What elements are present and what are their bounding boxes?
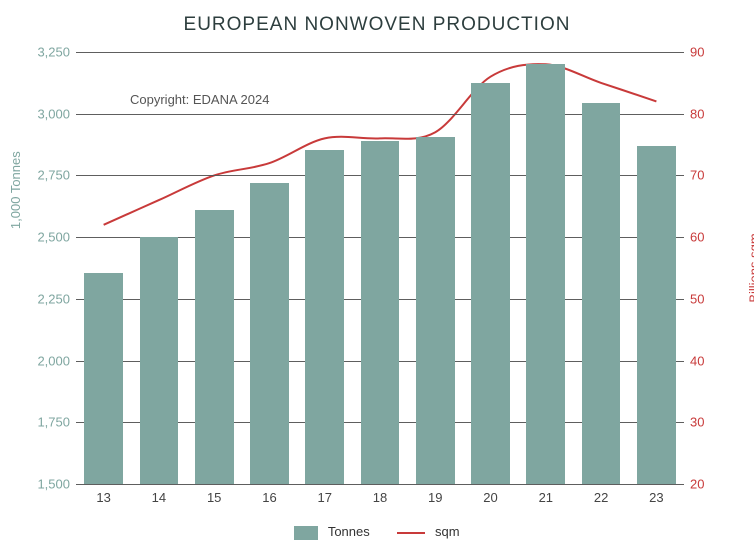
bar <box>250 183 289 484</box>
xtick: 15 <box>207 490 221 505</box>
ytick-left: 2,500 <box>10 230 70 245</box>
ytick-left: 2,000 <box>10 353 70 368</box>
xtick: 13 <box>96 490 110 505</box>
xtick: 19 <box>428 490 442 505</box>
ytick-right: 30 <box>690 415 730 430</box>
bar <box>526 64 565 484</box>
xtick: 21 <box>539 490 553 505</box>
bar <box>637 146 676 484</box>
legend-label-bars: Tonnes <box>328 524 370 539</box>
ytick-left: 1,750 <box>10 415 70 430</box>
y-axis-right-title: Billions sqm <box>746 233 754 302</box>
ytick-right: 80 <box>690 106 730 121</box>
xtick: 16 <box>262 490 276 505</box>
xtick: 20 <box>483 490 497 505</box>
ytick-right: 50 <box>690 291 730 306</box>
y-axis-left-title: 1,000 Tonnes <box>8 151 23 229</box>
legend-label-line: sqm <box>435 524 460 539</box>
legend-swatch-line-icon <box>397 532 425 534</box>
ytick-right: 60 <box>690 230 730 245</box>
xtick: 18 <box>373 490 387 505</box>
bar <box>195 210 234 484</box>
gridline <box>76 52 684 53</box>
bar <box>140 237 179 484</box>
xtick: 17 <box>317 490 331 505</box>
ytick-left: 2,750 <box>10 168 70 183</box>
bar <box>471 83 510 484</box>
ytick-right: 20 <box>690 477 730 492</box>
legend-swatch-bar-icon <box>294 526 318 540</box>
legend: Tonnes sqm <box>0 524 754 540</box>
ytick-left: 3,250 <box>10 45 70 60</box>
ytick-left: 1,500 <box>10 477 70 492</box>
bar <box>582 103 621 484</box>
xtick: 22 <box>594 490 608 505</box>
ytick-left: 3,000 <box>10 106 70 121</box>
chart-container: EUROPEAN NONWOVEN PRODUCTION Copyright: … <box>0 0 754 546</box>
ytick-right: 70 <box>690 168 730 183</box>
bar <box>84 273 123 484</box>
xtick: 23 <box>649 490 663 505</box>
plot-area <box>76 52 684 484</box>
ytick-right: 90 <box>690 45 730 60</box>
bar <box>416 137 455 484</box>
ytick-left: 2,250 <box>10 291 70 306</box>
chart-title: EUROPEAN NONWOVEN PRODUCTION <box>0 14 754 36</box>
bar <box>305 150 344 484</box>
bar <box>361 141 400 484</box>
gridline <box>76 484 684 485</box>
xtick: 14 <box>152 490 166 505</box>
ytick-right: 40 <box>690 353 730 368</box>
